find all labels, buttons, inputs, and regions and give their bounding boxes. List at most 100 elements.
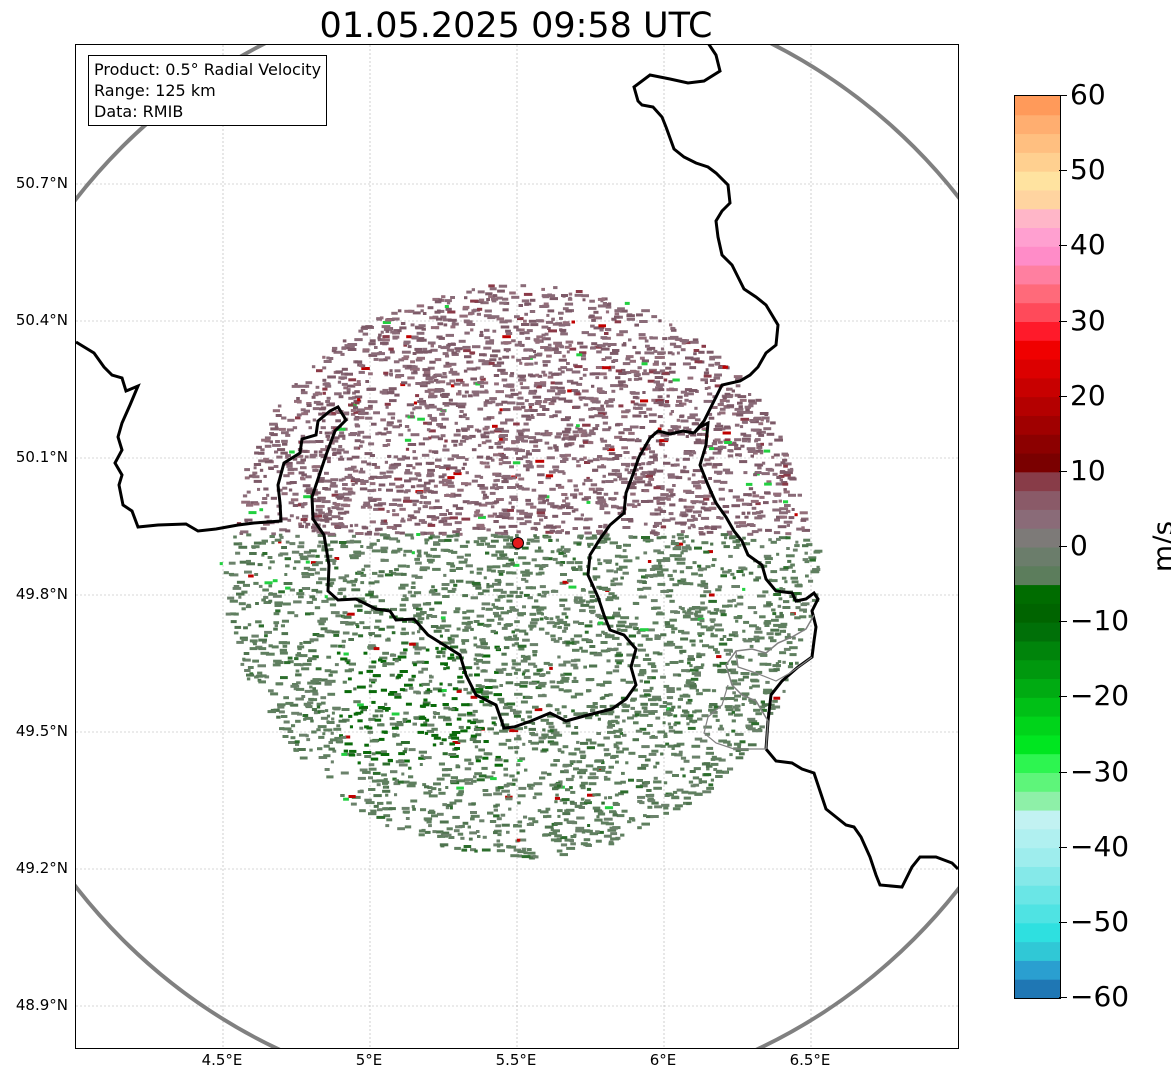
echo-cell [558, 749, 562, 753]
echo-cell [497, 843, 504, 847]
echo-cell [754, 630, 763, 634]
echo-cell [772, 699, 778, 703]
echo-cell [632, 626, 637, 630]
echo-cell [343, 496, 350, 500]
echo-cell [255, 602, 259, 605]
echo-cell [528, 319, 537, 323]
echo-cell [438, 336, 445, 340]
echo-cell [318, 577, 327, 581]
echo-cell [295, 719, 301, 723]
echo-cell [560, 836, 568, 840]
echo-cell [581, 357, 587, 361]
echo-cell [404, 747, 408, 751]
echo-cell [501, 535, 510, 539]
echo-cell [496, 849, 505, 853]
echo-cell [768, 538, 772, 542]
echo-cell [765, 662, 772, 666]
echo-cell [435, 465, 441, 468]
echo-cell [687, 526, 692, 530]
echo-cell [584, 630, 589, 634]
echo-cell [514, 628, 520, 632]
echo-cell [585, 536, 595, 540]
echo-cell [493, 808, 498, 812]
echo-cell [265, 652, 275, 656]
echo-cell [439, 634, 443, 638]
echo-cell [408, 477, 418, 481]
echo-cell [520, 435, 529, 439]
echo-cell [528, 356, 533, 360]
echo-cell [759, 451, 764, 455]
echo-cell [469, 351, 476, 355]
echo-cell [444, 494, 453, 497]
echo-cell [309, 549, 317, 553]
echo-cell [639, 694, 648, 698]
echo-cell [493, 374, 500, 377]
echo-cell [650, 815, 659, 818]
echo-cell [492, 512, 498, 516]
echo-cell [443, 444, 447, 448]
echo-cell [679, 557, 686, 561]
echo-cell [386, 818, 393, 822]
echo-cell [609, 365, 616, 369]
echo-cell [569, 839, 574, 843]
echo-cell [457, 739, 467, 743]
echo-cell [621, 809, 628, 813]
echo-cell [668, 793, 674, 797]
echo-cell [583, 456, 587, 460]
echo-cell [647, 662, 656, 666]
echo-cell [588, 590, 596, 594]
echo-cell [367, 489, 375, 493]
echo-cell [368, 442, 375, 446]
echo-cell [455, 506, 464, 510]
echo-cell [475, 684, 482, 688]
echo-cell [327, 507, 331, 511]
echo-cell [349, 343, 358, 346]
echo-cell [264, 675, 270, 679]
echo-cell [681, 546, 690, 550]
echo-cell [352, 396, 356, 400]
echo-cell [538, 736, 546, 740]
echo-cell [688, 399, 693, 403]
echo-cell [380, 753, 390, 756]
echo-cell [370, 809, 377, 813]
echo-cell [727, 387, 733, 391]
echo-cell [340, 621, 349, 624]
echo-cell [669, 577, 675, 581]
echo-cell [461, 466, 465, 470]
echo-cell [301, 449, 308, 453]
echo-cell [534, 402, 539, 405]
echo-cell [380, 558, 389, 562]
echo-cell [427, 472, 434, 476]
echo-cell [576, 542, 582, 546]
echo-cell [764, 647, 772, 651]
echo-cell [754, 639, 760, 643]
echo-cell [778, 536, 788, 540]
echo-cell [402, 717, 408, 721]
echo-cell [340, 794, 345, 797]
echo-cell [320, 406, 327, 410]
echo-cell [604, 303, 611, 307]
echo-cell [377, 338, 386, 342]
echo-cell [257, 664, 266, 668]
echo-cell [531, 605, 540, 609]
echo-cell [590, 483, 598, 487]
echo-cell [348, 378, 357, 382]
echo-cell [556, 680, 564, 684]
echo-cell [253, 502, 260, 506]
echo-cell [674, 721, 681, 725]
echo-cell [691, 422, 699, 426]
echo-cell [505, 349, 509, 353]
echo-cell [482, 756, 489, 760]
echo-cell [501, 789, 510, 793]
echo-cell [603, 834, 612, 838]
echo-cell [580, 786, 586, 790]
echo-cell [603, 748, 610, 752]
echo-cell [663, 711, 672, 715]
echo-cell [383, 780, 390, 784]
echo-cell [694, 360, 703, 364]
echo-cell [632, 738, 639, 742]
echo-cell [442, 448, 450, 452]
echo-cell [353, 712, 359, 716]
echo-cell [431, 733, 439, 737]
echo-cell [316, 530, 322, 534]
